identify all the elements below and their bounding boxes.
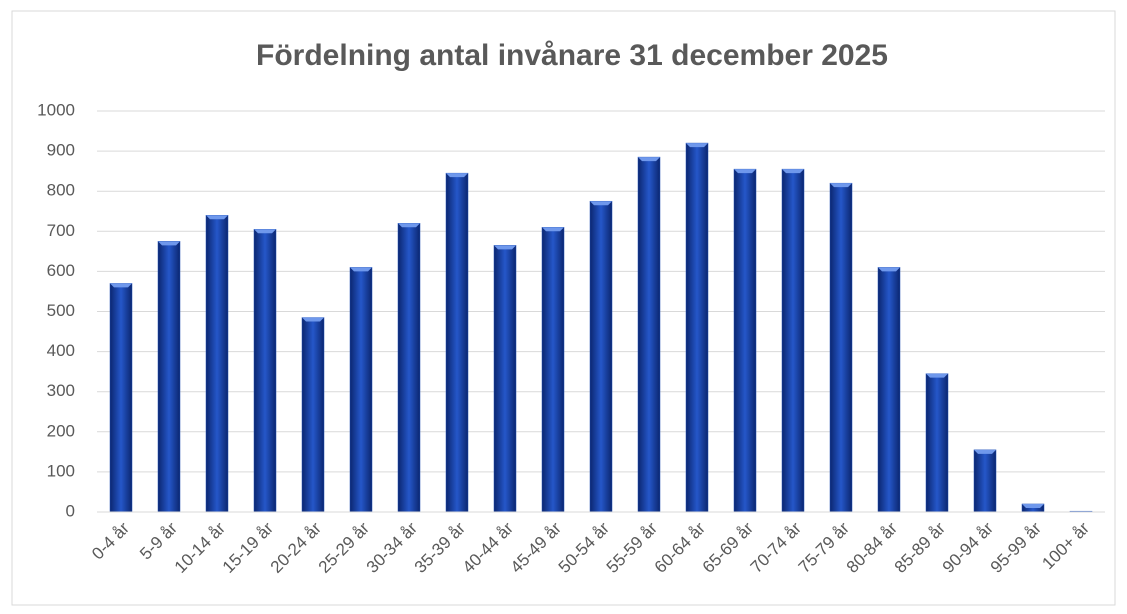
bar (829, 182, 853, 513)
y-tick-label: 0 (66, 501, 75, 520)
bar (925, 373, 949, 513)
bar (781, 168, 805, 513)
bar (589, 200, 613, 513)
bar (445, 172, 469, 513)
bar (1021, 503, 1045, 513)
y-tick-label: 300 (47, 381, 75, 400)
bar (541, 227, 565, 513)
y-tick-label: 500 (47, 301, 75, 320)
bar (205, 215, 229, 513)
y-tick-label: 400 (47, 341, 75, 360)
chart-title: Fördelning antal invånare 31 december 20… (256, 39, 888, 72)
bar (157, 241, 181, 513)
bar (877, 267, 901, 513)
bar (493, 245, 517, 513)
bar (397, 223, 421, 513)
bar (253, 229, 277, 513)
bar (349, 267, 373, 513)
y-tick-label: 1000 (37, 100, 75, 119)
y-tick-label: 800 (47, 181, 75, 200)
bar (301, 317, 325, 513)
bar (109, 283, 133, 513)
bar (973, 449, 997, 513)
bar (685, 142, 709, 513)
bar (637, 156, 661, 513)
y-tick-label: 200 (47, 421, 75, 440)
y-tick-label: 700 (47, 221, 75, 240)
y-tick-label: 100 (47, 461, 75, 480)
y-tick-label: 900 (47, 141, 75, 160)
bar (733, 168, 757, 513)
y-tick-label: 600 (47, 261, 75, 280)
